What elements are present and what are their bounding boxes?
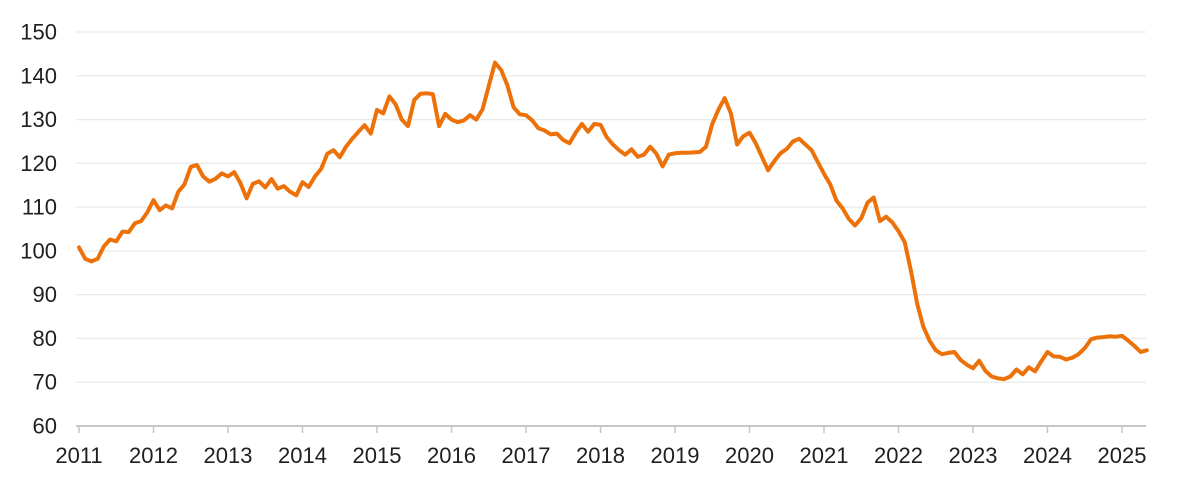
y-axis-labels: 60 70 80 90 100 110 120 130 140 150 (20, 20, 57, 439)
y-axis-tick-label: 120 (20, 151, 57, 176)
x-axis (76, 425, 1146, 433)
y-axis-tick-label: 80 (33, 326, 57, 351)
y-axis-tick-label: 130 (20, 107, 57, 132)
x-axis-tick-label: 2017 (502, 443, 551, 468)
y-axis-tick-label: 70 (33, 370, 57, 395)
x-axis-labels: 2011 2012 2013 2014 2015 2016 2017 2018 2019 2020… (55, 443, 1146, 468)
x-axis-tick-label: 2022 (874, 443, 923, 468)
x-axis-tick-label: 2025 (1098, 443, 1147, 468)
x-axis-tick-label: 2015 (353, 443, 402, 468)
y-axis-tick-label: 150 (20, 20, 57, 45)
gridlines (76, 31, 1146, 383)
x-axis-tick-label: 2019 (651, 443, 700, 468)
x-axis-tick-label: 2016 (427, 443, 476, 468)
x-axis-tick-label: 2018 (576, 443, 625, 468)
series-line (77, 60, 1149, 382)
x-axis-tick-label: 2012 (129, 443, 178, 468)
x-axis-tick-label: 2014 (278, 443, 327, 468)
x-axis-tick-label: 2024 (1023, 443, 1072, 468)
x-axis-tick-label: 2023 (949, 443, 998, 468)
y-axis-tick-label: 100 (20, 238, 57, 263)
y-axis-tick-label: 60 (33, 414, 57, 439)
y-axis-tick-label: 140 (20, 63, 57, 88)
x-axis-tick-label: 2013 (204, 443, 253, 468)
data-series (77, 60, 1149, 382)
x-axis-tick-label: 2020 (725, 443, 774, 468)
x-axis-tick-label: 2021 (800, 443, 849, 468)
y-axis-tick-label: 110 (22, 195, 57, 220)
y-axis-tick-label: 90 (33, 282, 57, 307)
x-axis-tick-label: 2011 (55, 443, 102, 468)
